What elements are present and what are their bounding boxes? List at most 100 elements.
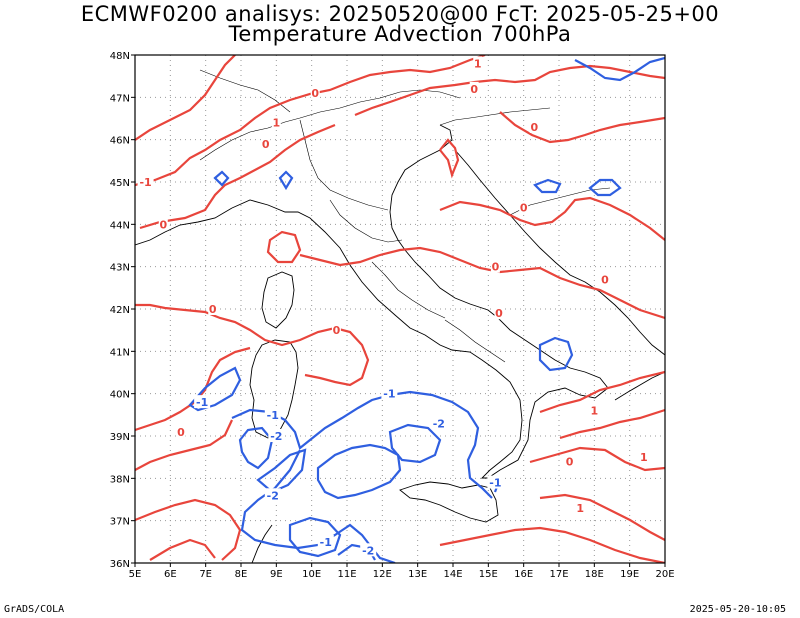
slovenia-border xyxy=(439,107,551,126)
contour-label-bg xyxy=(589,403,599,417)
lon-tick-label: 9E xyxy=(270,569,283,580)
alps-border xyxy=(199,89,461,161)
lat-tick-label: 45N xyxy=(110,178,130,189)
contour-label-bg xyxy=(264,407,281,421)
contour-value-label: 1 xyxy=(591,405,599,418)
negative-contour xyxy=(316,443,402,500)
lat-tick-label: 37N xyxy=(110,517,130,528)
contour-label-bg xyxy=(194,395,211,409)
positive-contour xyxy=(559,408,665,440)
contour-value-label: -1 xyxy=(196,396,208,409)
lat-tick-label: 36N xyxy=(110,559,130,570)
negative-contour xyxy=(388,423,442,464)
lon-tick-label: 16E xyxy=(514,569,533,580)
regional-border-north xyxy=(299,119,389,211)
contour-value-label: 0 xyxy=(520,201,528,214)
contour-value-label: 0 xyxy=(470,83,478,96)
italy-mainland-coast xyxy=(231,124,609,479)
contour-label-bg xyxy=(639,450,649,464)
contour-label-bg xyxy=(519,200,529,214)
contour-label-bg xyxy=(469,81,479,95)
negative-contour xyxy=(538,336,574,372)
negative-contour xyxy=(213,170,230,187)
coastline-layer xyxy=(135,124,665,563)
lon-tick-label: 5E xyxy=(129,569,142,580)
lat-tick-label: 43N xyxy=(110,263,130,274)
positive-contour xyxy=(539,493,665,541)
lon-tick-label: 18E xyxy=(585,569,604,580)
contour-label-bg xyxy=(271,115,281,129)
contour-value-label: -2 xyxy=(270,430,282,443)
contour-label-bg xyxy=(575,500,585,514)
contour-value-label: 0 xyxy=(530,121,538,134)
contour-value-label: -1 xyxy=(267,409,279,422)
contour-value-label: 0 xyxy=(495,307,503,320)
corsica-coast xyxy=(261,271,295,329)
positive-contour xyxy=(135,55,486,187)
contour-label-bg xyxy=(360,543,377,557)
positive-contour xyxy=(135,498,242,561)
contour-value-label: -1 xyxy=(489,477,501,490)
contour-label-bg xyxy=(137,175,154,188)
lon-tick-label: 19E xyxy=(620,569,639,580)
positive-contour xyxy=(499,111,665,144)
negative-contour xyxy=(533,178,562,194)
lat-tick-label: 38N xyxy=(110,474,130,485)
contour-label-bg xyxy=(494,306,504,320)
axis-layer: 5E 6E 7E 8E 9E 10E 11E 12E 13E 14E 15E 16E 17E 18E 19E… xyxy=(110,51,675,580)
lon-tick-label: 11E xyxy=(337,569,356,580)
contour-value-label: -1 xyxy=(383,388,395,401)
positive-contour xyxy=(439,526,665,563)
contour-value-label: 0 xyxy=(262,138,270,151)
lat-tick-label: 44N xyxy=(110,220,130,231)
contour-value-label: 0 xyxy=(159,218,167,231)
positive-contour xyxy=(135,303,370,387)
france-coast xyxy=(135,207,233,246)
contour-value-label: 0 xyxy=(492,261,500,274)
lon-tick-label: 14E xyxy=(443,569,462,580)
positive-contour xyxy=(139,123,336,230)
regional-border-south xyxy=(444,319,506,363)
contour-value-label: -2 xyxy=(433,417,445,430)
lat-tick-label: 47N xyxy=(110,93,130,104)
map-title-line-1: ECMWF0200 analisys: 20250520@00 FcT: 202… xyxy=(80,2,720,26)
negative-contour xyxy=(231,390,493,499)
regional-border-lazio xyxy=(371,261,446,319)
contour-label-bg xyxy=(310,86,320,100)
contour-label-bg xyxy=(487,475,504,489)
positive-contour xyxy=(354,64,665,117)
contour-label-bg xyxy=(331,323,341,337)
border-layer xyxy=(199,69,611,363)
lon-tick-label: 15E xyxy=(479,569,498,580)
lon-tick-label: 17E xyxy=(549,569,568,580)
lon-tick-label: 20E xyxy=(655,569,674,580)
sicily-coast xyxy=(399,481,499,523)
contour-value-label: 1 xyxy=(474,57,482,70)
contour-value-label: -1 xyxy=(320,536,332,549)
greece-coast xyxy=(614,371,665,401)
lat-tick-label: 39N xyxy=(110,432,130,443)
regional-border-tuscany xyxy=(329,199,403,243)
positive-contour xyxy=(149,538,216,561)
adriatic-east-coast xyxy=(454,149,665,356)
contour-value-label: 0 xyxy=(209,303,217,316)
lat-tick-label: 41N xyxy=(110,347,130,358)
positive-contour xyxy=(135,419,233,471)
footer-timestamp: 2025-05-20-10:05 xyxy=(689,604,786,615)
positive-contour xyxy=(299,246,665,320)
contour-value-label: 0 xyxy=(566,455,574,468)
lon-tick-label: 12E xyxy=(373,569,392,580)
footer-credit: GrADS/COLA xyxy=(4,604,65,615)
contour-value-label: 1 xyxy=(273,117,281,130)
negative-contour xyxy=(574,56,665,82)
lon-tick-label: 10E xyxy=(302,569,321,580)
map-title-line-2: Temperature Advection 700hPa xyxy=(228,22,572,46)
lon-tick-label: 13E xyxy=(408,569,427,580)
positive-contour xyxy=(439,138,460,179)
contour-value-label: 0 xyxy=(601,273,609,286)
contour-value-label: 0 xyxy=(311,87,319,100)
contour-label-bg xyxy=(529,119,539,133)
contour-label-bg xyxy=(317,534,334,548)
